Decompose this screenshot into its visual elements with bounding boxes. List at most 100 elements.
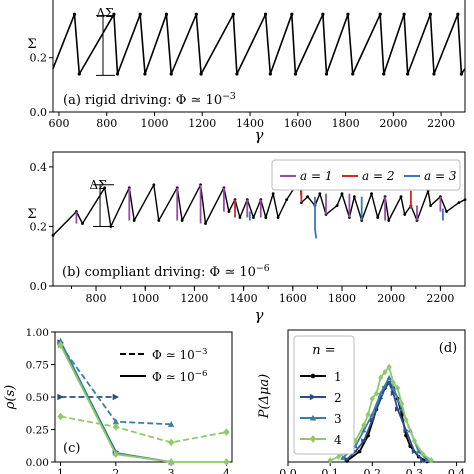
legend-label: a = 1 bbox=[300, 169, 332, 183]
data-point bbox=[346, 12, 350, 16]
data-point bbox=[164, 12, 169, 16]
data-point bbox=[399, 195, 403, 199]
panel-d: 0.0 0.1 0.2 0.3 0.4 P(Δμa) n = 1 2 3 4 (d) bbox=[257, 329, 466, 474]
data-point bbox=[378, 374, 384, 381]
data-point bbox=[115, 72, 120, 76]
panel-label: (b) compliant driving: Φ ≃ 10−6 bbox=[62, 263, 270, 280]
data-point bbox=[143, 72, 147, 76]
y-tick-label: 0.2 bbox=[30, 52, 48, 65]
data-point bbox=[420, 450, 426, 458]
data-point bbox=[57, 393, 64, 401]
data-point bbox=[77, 72, 81, 76]
data-point bbox=[167, 458, 175, 466]
y-tick-label: 0.50 bbox=[26, 392, 49, 404]
data-point bbox=[428, 12, 432, 16]
y-tick-label: 0.25 bbox=[26, 425, 49, 437]
data-point bbox=[309, 414, 317, 421]
data-point bbox=[227, 210, 231, 213]
y-axis-label: ρ(s) bbox=[3, 385, 18, 410]
x-tick-label: 2 bbox=[112, 467, 119, 474]
data-point bbox=[324, 72, 329, 76]
x-tick-label: 0.1 bbox=[321, 467, 339, 474]
x-tick-label: 2000 bbox=[377, 292, 405, 305]
x-tick-label: 0.3 bbox=[406, 467, 424, 474]
panel-c: 1 2 3 4 0.00 0.25 0.50 0.75 1.00 ρ(s) Φ ≃ 10−3 Φ ≃ … bbox=[3, 327, 233, 474]
axes-frame bbox=[52, 0, 466, 113]
legend-label: Φ ≃ 10−6 bbox=[152, 369, 208, 384]
legend-box bbox=[271, 159, 461, 191]
x-tick-label: 1000 bbox=[131, 292, 159, 305]
data-point bbox=[456, 12, 460, 16]
x-tick-label: 1600 bbox=[279, 292, 307, 305]
y-tick-label: 0.0 bbox=[30, 106, 48, 119]
data-point bbox=[445, 210, 448, 213]
y-tick-label: 0.00 bbox=[26, 457, 49, 469]
data-point bbox=[152, 183, 156, 187]
data-point bbox=[376, 216, 380, 219]
x-tick-label: 1800 bbox=[328, 292, 356, 305]
panel-label: (d) bbox=[439, 341, 457, 356]
legend-label: a = 2 bbox=[362, 169, 394, 183]
legend-label: Φ ≃ 10−3 bbox=[152, 347, 208, 362]
data-point bbox=[238, 216, 242, 219]
data-point bbox=[463, 198, 467, 202]
x-tick-label: 3 bbox=[168, 467, 175, 474]
x-axis-label: γ bbox=[255, 306, 264, 324]
data-point bbox=[199, 72, 203, 76]
data-point bbox=[167, 421, 175, 427]
data-point bbox=[394, 406, 401, 412]
data-point bbox=[167, 438, 175, 447]
data-point bbox=[420, 458, 426, 464]
legend-title: n = bbox=[312, 343, 335, 358]
data-point bbox=[403, 416, 409, 423]
x-tick-label: 0.0 bbox=[279, 467, 297, 474]
data-point bbox=[370, 192, 373, 196]
data-point bbox=[382, 72, 386, 76]
x-tick-label: 4 bbox=[223, 467, 230, 474]
data-point bbox=[335, 453, 342, 460]
data-point bbox=[309, 393, 317, 401]
rho-series-line bbox=[60, 415, 227, 444]
data-point bbox=[235, 72, 239, 76]
data-point bbox=[112, 12, 116, 16]
x-tick-label: 2200 bbox=[427, 117, 455, 130]
data-point bbox=[459, 72, 464, 76]
panel-a: 600 800 1000 1200 1400 1600 1800 2000 2200 0.0 0.2… bbox=[27, 0, 466, 144]
data-point bbox=[399, 400, 405, 408]
data-point bbox=[382, 369, 388, 376]
data-point bbox=[378, 12, 382, 16]
data-point bbox=[369, 395, 375, 402]
data-point bbox=[223, 458, 230, 466]
x-tick-label: 1200 bbox=[188, 117, 216, 130]
data-point bbox=[424, 457, 430, 462]
panel-label: (c) bbox=[63, 441, 80, 456]
data-point bbox=[180, 219, 184, 222]
data-point bbox=[432, 72, 436, 76]
x-tick-label: 1400 bbox=[236, 117, 264, 130]
x-tick-label: 1000 bbox=[141, 117, 169, 130]
x-tick-label: 1600 bbox=[284, 117, 312, 130]
data-point bbox=[204, 222, 207, 225]
data-point bbox=[103, 186, 107, 190]
data-point bbox=[387, 219, 391, 222]
data-point bbox=[293, 72, 298, 76]
data-point bbox=[361, 427, 367, 433]
data-point bbox=[406, 72, 410, 76]
data-point bbox=[57, 341, 64, 349]
data-point bbox=[285, 198, 289, 202]
data-point bbox=[264, 216, 268, 219]
data-point bbox=[309, 435, 317, 443]
data-point bbox=[351, 72, 355, 76]
delta-sigma-annotation: ΔΣ bbox=[89, 178, 106, 192]
data-point bbox=[157, 219, 161, 222]
legend-label: 4 bbox=[334, 433, 342, 447]
data-point bbox=[394, 384, 401, 392]
data-point bbox=[252, 216, 255, 219]
data-point bbox=[223, 428, 230, 436]
data-point bbox=[271, 192, 275, 196]
data-point bbox=[335, 204, 339, 208]
y-tick-label: 0.75 bbox=[26, 360, 49, 372]
data-point bbox=[112, 450, 120, 459]
data-point bbox=[132, 219, 136, 222]
